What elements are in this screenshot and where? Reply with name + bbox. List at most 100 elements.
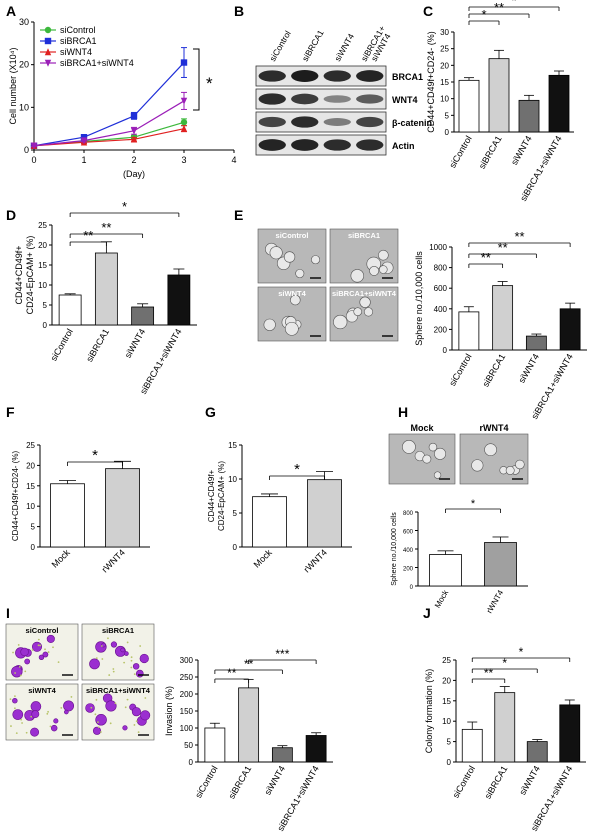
y-tick-label: 50 xyxy=(184,741,193,750)
microscopy-image-siControl: siControl xyxy=(257,228,327,284)
category-label: siControl xyxy=(447,352,473,388)
bar-siWNT4 xyxy=(526,741,548,763)
significance-label: ** xyxy=(227,666,237,680)
sphere xyxy=(434,447,447,460)
y-axis-label: CD24-EpCAM+ (%) xyxy=(217,461,226,531)
membrane-pore xyxy=(14,695,16,698)
membrane-pore xyxy=(139,645,142,647)
membrane-pore xyxy=(44,648,46,651)
y-tick-label: 30 xyxy=(440,28,449,37)
category-label: siWNT4 xyxy=(509,134,534,167)
marker-square xyxy=(180,59,188,66)
significance-label: *** xyxy=(275,647,289,661)
sphere xyxy=(350,269,365,283)
band-label: β-catenin xyxy=(392,118,432,128)
blot-band xyxy=(291,93,319,105)
marker-square xyxy=(44,37,52,45)
blot-band xyxy=(258,70,286,82)
membrane-pore xyxy=(108,674,111,676)
stained-cell xyxy=(92,726,102,735)
membrane-pore xyxy=(52,646,54,649)
stained-cell xyxy=(139,653,149,664)
membrane-pore xyxy=(60,707,63,709)
y-tick-label: 800 xyxy=(434,264,448,273)
marker-triangle xyxy=(130,135,138,143)
membrane-pore xyxy=(9,698,12,700)
membrane-pore xyxy=(133,724,136,726)
y-tick-label: 0 xyxy=(31,543,36,552)
sphere xyxy=(484,443,497,457)
stained-cell xyxy=(38,654,45,661)
membrane-pore xyxy=(112,668,115,670)
category-label: siBRCA1 xyxy=(477,134,504,171)
significance-label: ** xyxy=(481,250,491,265)
category-label: siBRCA1+siWNT4 xyxy=(138,327,184,396)
membrane-pore xyxy=(144,697,147,699)
stained-cell xyxy=(31,641,43,652)
y-tick-label: 25 xyxy=(442,656,451,665)
category-label: siWNT4 xyxy=(262,764,287,797)
y-axis-label: CD44+CD49f+ xyxy=(207,469,216,522)
category-label: siBRCA1 xyxy=(84,327,111,364)
microscopy-image-siBRCA1: siBRCA1 xyxy=(329,228,399,284)
panel-letter-H: H xyxy=(398,404,408,420)
sphere xyxy=(353,307,363,316)
y-tick-label: 100 xyxy=(180,724,194,733)
chart-G: 0 5 10 15 CD44+CD49f+ CD24-EpCAM+ (%) Mock rWNT… xyxy=(207,441,352,575)
marker-triangle-down xyxy=(44,59,52,67)
marker-circle xyxy=(44,26,52,34)
blot-strip-β-catenin xyxy=(255,111,387,133)
stained-cell xyxy=(53,718,59,724)
panel-letter-A: A xyxy=(6,3,16,19)
marker-triangle-down xyxy=(30,142,38,150)
band-label: WNT4 xyxy=(392,95,418,105)
y-tick-label: 15 xyxy=(38,261,47,270)
bar-siWNT4 xyxy=(518,99,540,133)
significance-label: ** xyxy=(83,228,93,243)
microscopy-image-Mock xyxy=(388,433,456,485)
significance-label: * xyxy=(511,0,516,8)
y-tick-label: 400 xyxy=(403,548,414,554)
stained-cell xyxy=(30,701,42,712)
microscopy-image-siBRCA1: siBRCA1 xyxy=(81,623,155,681)
membrane-pore xyxy=(47,651,50,653)
bar-siBRCA1 xyxy=(488,58,510,133)
bar-siControl xyxy=(458,311,480,351)
y-tick-label: 800 xyxy=(403,511,414,517)
panel-letter-G: G xyxy=(205,404,216,420)
stained-cell xyxy=(63,700,75,712)
microscopy-image-siControl: siControl xyxy=(5,623,79,681)
membrane-pore xyxy=(97,726,100,729)
category-label: rWNT4 xyxy=(100,547,127,574)
blot-band xyxy=(323,95,351,103)
blot-band xyxy=(258,116,286,128)
y-tick-label: 5 xyxy=(445,111,450,120)
y-tick-label: 250 xyxy=(180,673,194,682)
stained-cell xyxy=(24,658,31,665)
y-axis-label: Sphere no./10,000 cells xyxy=(414,251,424,346)
y-tick-label: 25 xyxy=(26,441,35,450)
bar-Mock xyxy=(252,496,287,548)
image-label: siBRCA1 xyxy=(348,231,380,240)
blot-strip-WNT4 xyxy=(255,88,387,110)
sphere xyxy=(422,454,432,464)
bar-siBRCA1 xyxy=(94,252,118,326)
lane-label: siBRCA1 xyxy=(300,28,326,63)
stained-cell xyxy=(105,700,117,712)
category-label: rWNT4 xyxy=(302,547,329,574)
sphere xyxy=(505,466,515,475)
significance-label: ** xyxy=(484,666,494,680)
y-tick-label: 5 xyxy=(43,301,48,310)
panel-letter-J: J xyxy=(423,605,431,621)
blot-band xyxy=(356,94,384,104)
y-tick-label: 0 xyxy=(189,758,194,767)
image-label: siBRCA1+siWNT4 xyxy=(86,686,151,695)
image-frame xyxy=(329,286,399,342)
bar-siBRCA1+siWNT4 xyxy=(559,308,581,351)
membrane-pore xyxy=(57,661,60,664)
significance-label: ** xyxy=(101,220,111,235)
stained-cell xyxy=(95,714,107,726)
bar-siControl xyxy=(461,728,483,763)
